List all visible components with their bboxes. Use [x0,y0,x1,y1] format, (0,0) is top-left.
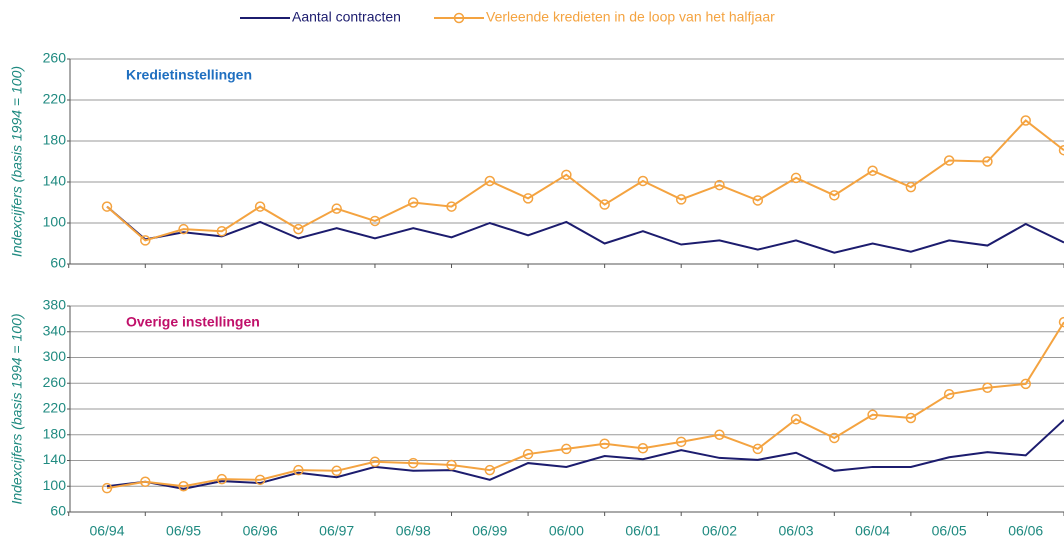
series-line [106,119,1064,242]
point [254,474,266,486]
x-tick-label: 06/98 [396,523,431,539]
x-tick-label: 06/95 [166,523,201,539]
legend-marker [453,12,465,24]
y-tick-label: 260 [43,50,67,66]
point [522,193,534,204]
point [293,464,304,476]
y-tick-label: 380 [43,297,67,313]
point [446,201,457,212]
legend-label: Aantal contracten [292,9,401,25]
y-tick-label: 180 [43,132,67,148]
point [407,457,419,469]
x-tick-label: 06/96 [243,523,278,539]
point [369,456,381,468]
y-tick-label: 220 [43,400,67,416]
x-tick-label: 06/02 [702,523,737,539]
point [982,156,993,167]
y-tick-label: 300 [43,348,67,364]
point [331,465,342,477]
y-tick-label: 140 [43,173,67,189]
point [905,181,917,193]
y-tick-label: 140 [43,451,67,467]
point [484,175,496,187]
point [867,165,878,176]
y-tick-label: 220 [43,91,67,107]
x-tick-label: 06/01 [625,523,660,539]
point [216,225,228,237]
point [675,436,687,448]
x-tick-label: 06/05 [932,523,967,539]
point [637,443,649,454]
y-tick-label: 60 [50,503,66,519]
point [446,459,457,471]
x-tick-label: 06/04 [855,523,890,539]
point [675,194,687,205]
point [905,412,917,424]
point [752,443,764,455]
point [1020,115,1031,126]
point [829,190,840,201]
point [216,473,228,485]
point [867,409,878,421]
point [790,172,802,184]
point [1058,316,1064,328]
legend-label: Verleende kredieten in de loop van het h… [486,9,775,25]
y-tick-label: 60 [50,255,66,271]
x-tick-label: 06/94 [89,523,124,539]
point [943,388,955,400]
point [1020,378,1031,390]
point [599,199,610,210]
point [714,429,725,440]
point [561,443,572,455]
point [369,215,381,227]
point [484,464,496,476]
point [637,175,649,187]
y-tick-label: 100 [43,477,67,493]
point [331,203,342,214]
y-tick-label: 260 [43,374,67,390]
x-tick-label: 06/03 [779,523,814,539]
point [254,201,266,212]
point [982,382,993,394]
series-line [106,419,1064,490]
point [522,448,534,460]
y-axis-label: Indexcijfers (basis 1994 = 100) [9,313,25,504]
x-tick-label: 06/00 [549,523,584,539]
point [599,438,610,450]
y-tick-label: 180 [43,425,67,441]
series-line [106,205,1064,254]
point [943,155,955,166]
y-axis-label: Indexcijfers (basis 1994 = 100) [9,66,25,257]
point [140,476,151,487]
x-tick-label: 06/99 [472,523,507,539]
point [1058,144,1064,156]
x-tick-label: 06/06 [1008,523,1043,539]
point [752,195,764,206]
point [293,223,304,235]
point [101,201,113,212]
x-tick-label: 06/97 [319,523,354,539]
point [140,235,151,246]
point [101,482,113,494]
point [714,179,725,191]
y-tick-label: 340 [43,322,67,338]
panel-title: Kredietinstellingen [126,67,252,83]
point [790,414,802,425]
y-tick-label: 100 [43,214,67,230]
series-line [106,321,1064,490]
point [829,432,840,444]
point [407,197,419,208]
panel-title: Overige instellingen [126,314,260,330]
point [178,223,189,235]
point [561,169,572,181]
point [178,481,189,492]
